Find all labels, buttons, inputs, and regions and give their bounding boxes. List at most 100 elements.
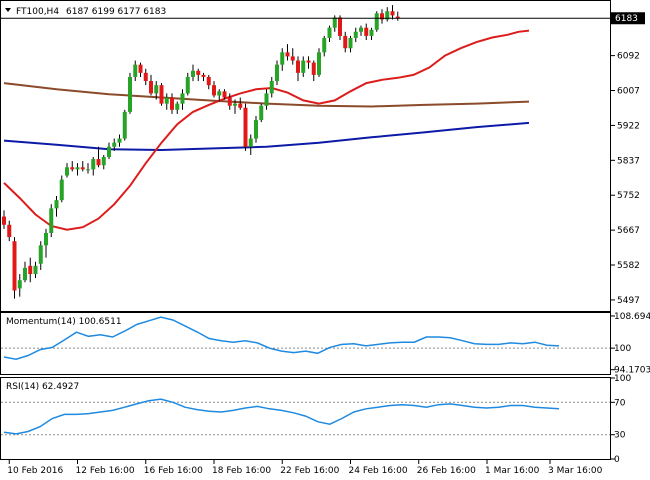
candle	[317, 48, 321, 77]
sma-slow-line	[3, 121, 530, 152]
time-tick-label: 26 Feb 16:00	[417, 466, 476, 476]
candle	[164, 93, 169, 110]
candle	[243, 103, 248, 151]
candle	[49, 204, 54, 238]
candlestick-series	[2, 5, 400, 299]
candle	[149, 74, 153, 96]
time-tick-label: 10 Feb 2016	[7, 466, 63, 476]
candle	[80, 161, 85, 172]
candle	[170, 93, 174, 114]
candle	[348, 35, 353, 53]
candle	[185, 72, 190, 96]
candle	[96, 146, 101, 168]
price-tick-label: 5667	[617, 226, 640, 236]
indicator-tick-label: 0	[614, 455, 620, 465]
time-tick-label: 16 Feb 16:00	[144, 466, 203, 476]
candle	[259, 103, 264, 123]
ohlc-label: 6187 6199 6177 6183	[66, 7, 166, 17]
candle	[301, 56, 306, 77]
time-tick-label: 18 Feb 16:00	[212, 466, 271, 476]
candle	[353, 27, 358, 43]
price-tick-label: 6007	[617, 87, 640, 97]
symbol-label: FT100,H4	[16, 7, 59, 17]
rsi-pane-frame	[0, 377, 611, 460]
candle	[285, 44, 290, 61]
candle	[33, 261, 38, 279]
candle	[380, 9, 384, 24]
candle	[28, 257, 33, 283]
candle	[254, 115, 258, 143]
current-price-tag: 6183	[611, 12, 645, 25]
rsi-title: RSI(14) 62.4927	[6, 382, 79, 392]
candle	[112, 138, 117, 151]
price-pane-frame	[0, 0, 611, 312]
candle	[91, 157, 96, 176]
candle	[311, 60, 316, 82]
candle	[75, 163, 80, 176]
candle	[385, 7, 390, 22]
candle	[133, 60, 138, 82]
candle	[196, 68, 201, 82]
candle	[143, 68, 148, 86]
candle	[296, 56, 300, 82]
price-tick-label: 5922	[617, 121, 640, 131]
candle	[191, 64, 195, 82]
indicator-tick-label: 30	[614, 431, 626, 441]
candle	[290, 48, 295, 65]
indicator-tick-label: 100	[614, 344, 631, 354]
candle	[59, 175, 64, 203]
candle	[222, 89, 227, 100]
candle	[201, 72, 206, 82]
price-tick-label: 5752	[617, 191, 640, 201]
candle	[86, 163, 90, 174]
candle	[159, 83, 164, 106]
candle	[38, 241, 43, 270]
candle	[206, 74, 211, 90]
candle	[390, 5, 395, 20]
time-tick-label: 12 Feb 16:00	[76, 466, 135, 476]
indicator-tick-label: 108.6946	[614, 312, 650, 322]
candle	[369, 27, 374, 41]
indicator-tick-label: 100	[614, 374, 631, 384]
candle	[44, 228, 48, 258]
collapse-triangle-icon[interactable]	[5, 8, 11, 12]
current-price-label: 6183	[615, 14, 638, 24]
price-axis: 6092 6007 5922 5837 5752 5667 5582 5497	[611, 52, 640, 306]
momentum-indicator: 108.6946 100 94.1703	[1, 312, 650, 376]
candle	[359, 25, 363, 36]
candle	[117, 134, 122, 147]
candle	[280, 48, 285, 71]
candle	[138, 62, 143, 77]
time-tick-label: 3 Mar 16:00	[548, 466, 603, 476]
price-tick-label: 5497	[617, 296, 640, 306]
candle	[7, 220, 12, 242]
time-axis: 10 Feb 2016 12 Feb 16:00 16 Feb 16:00 18 Fe…	[7, 460, 603, 476]
candle	[364, 23, 369, 41]
candle	[322, 35, 327, 57]
price-tick-label: 6092	[617, 52, 640, 62]
candle	[180, 89, 185, 110]
candle	[248, 134, 253, 155]
candle	[264, 89, 269, 110]
candle	[128, 72, 132, 114]
candle	[227, 93, 232, 110]
price-tick-label: 5582	[617, 261, 640, 271]
price-tick-label: 5837	[617, 156, 640, 166]
candle	[338, 15, 342, 41]
indicator-line	[3, 316, 560, 360]
candle	[17, 274, 22, 297]
indicator-tick-label: 94.1703	[614, 366, 650, 376]
candle	[233, 99, 237, 114]
candle	[122, 109, 127, 141]
time-tick-label: 24 Feb 16:00	[349, 466, 408, 476]
momentum-title: Momentum(14) 100.6511	[6, 317, 122, 327]
candle	[212, 81, 216, 98]
candle	[269, 76, 274, 98]
candle	[101, 154, 106, 170]
candle	[2, 210, 6, 229]
candle	[65, 163, 69, 178]
time-tick-label: 22 Feb 16:00	[280, 466, 339, 476]
candle	[306, 56, 311, 69]
candle	[23, 261, 27, 283]
